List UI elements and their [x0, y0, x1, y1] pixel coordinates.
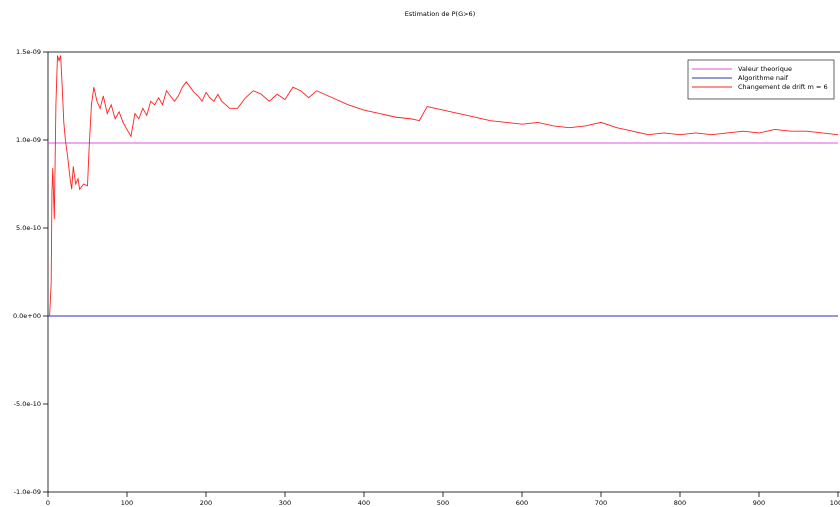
legend-box [687, 59, 835, 100]
legend-label: Valeur theorique [738, 65, 792, 73]
x-tick-label: 1000 [830, 499, 840, 507]
legend-label: Changement de drift m = 6 [738, 83, 828, 91]
x-tick-label: 900 [753, 499, 765, 507]
x-tick-label: 100 [121, 499, 133, 507]
chart-title: Estimation de P(G>6) [405, 10, 475, 18]
x-tick-label: 800 [674, 499, 686, 507]
y-tick-label: 1.0e-09 [16, 136, 41, 144]
x-tick-label: 500 [437, 499, 449, 507]
x-tick-label: 700 [595, 499, 607, 507]
x-tick-label: 0 [46, 499, 50, 507]
y-tick-label: 1.5e-09 [16, 48, 41, 56]
x-tick-label: 300 [279, 499, 291, 507]
y-tick-label: 0.0e+00 [13, 312, 41, 320]
x-tick-label: 200 [200, 499, 212, 507]
y-tick-label: -5.0e-10 [14, 400, 41, 408]
legend-label: Algorithme naif [738, 74, 789, 82]
plot-frame [47, 51, 840, 493]
y-tick-label: -1.0e-09 [14, 488, 41, 496]
x-tick-label: 400 [358, 499, 370, 507]
y-tick-label: 5.0e-10 [16, 224, 41, 232]
x-tick-label: 600 [516, 499, 528, 507]
series-line [49, 55, 839, 317]
